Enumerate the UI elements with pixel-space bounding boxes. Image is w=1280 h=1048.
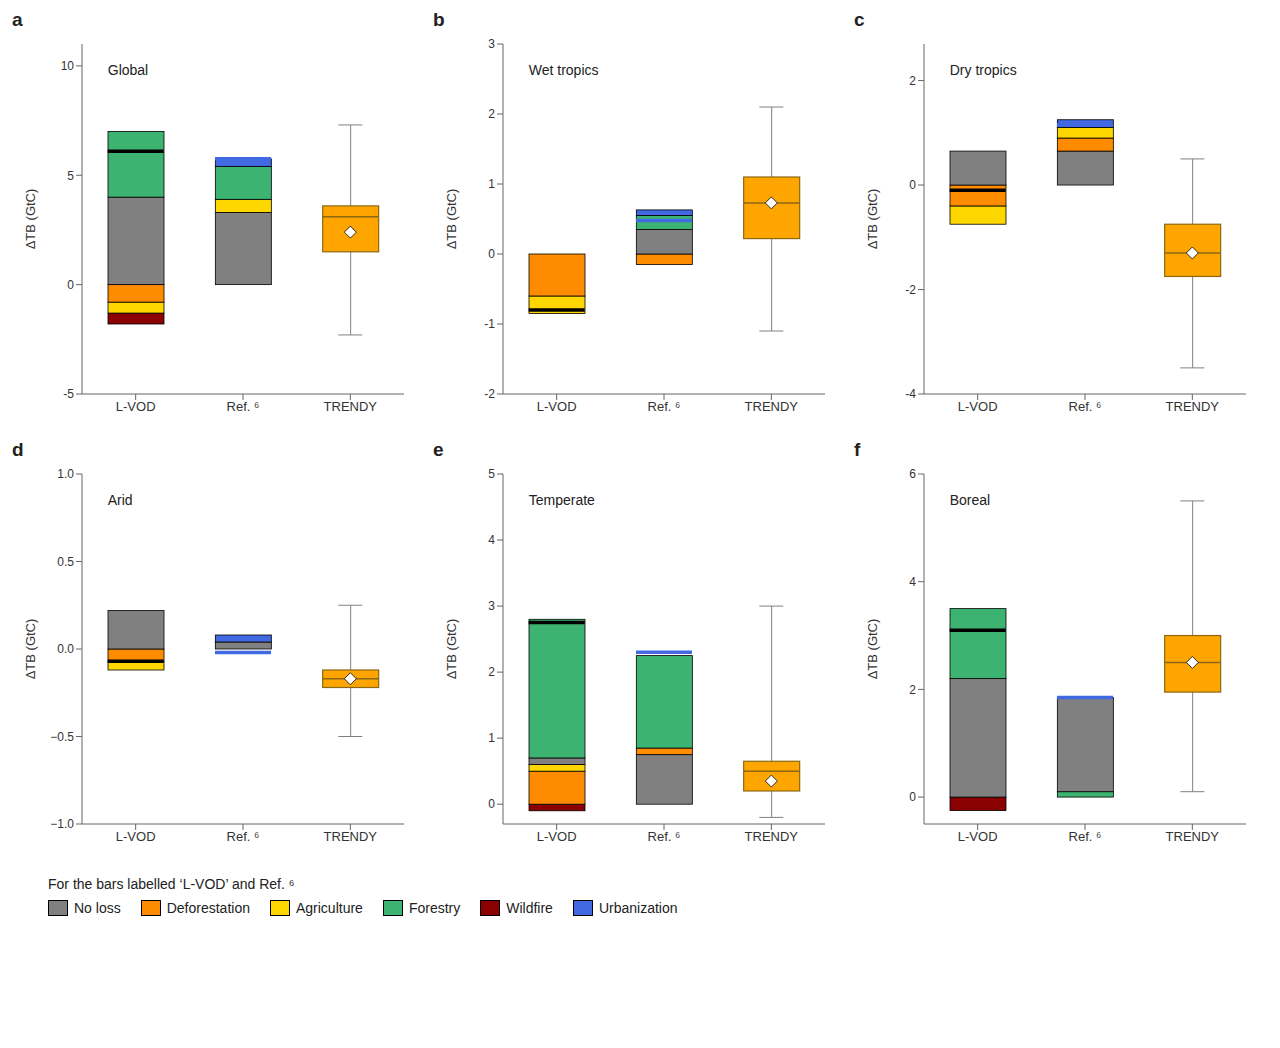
svg-text:-1: -1 <box>484 317 495 331</box>
svg-text:4: 4 <box>488 533 495 547</box>
svg-text:TRENDY: TRENDY <box>324 399 378 414</box>
html-text:Boreal: Boreal <box>949 491 991 508</box>
html-text:d: d <box>12 439 24 460</box>
html-text:Urbanization: Urbanization <box>598 900 678 916</box>
svg-text:2: 2 <box>909 683 916 697</box>
html-text:Wet tropics: Wet tropics <box>528 61 599 78</box>
svg-text:ΔTB (GtC): ΔTB (GtC) <box>865 189 880 250</box>
svg-text:6: 6 <box>909 467 916 481</box>
html-text:For the bars labelled ‘L-VOD’: For the bars labelled ‘L-VOD’ and Ref. ⁶ <box>48 876 295 892</box>
svg-text:-2: -2 <box>484 387 495 401</box>
svg-text:Ref. ⁶: Ref. ⁶ <box>648 399 681 414</box>
svg-text:0: 0 <box>67 278 74 292</box>
html-text:f: f <box>854 439 861 460</box>
svg-text:3: 3 <box>488 599 495 613</box>
html-text:No loss: No loss <box>74 900 121 916</box>
svg-text:4: 4 <box>909 575 916 589</box>
svg-text:0: 0 <box>909 790 916 804</box>
html-text:b: b <box>433 9 445 30</box>
svg-text:10: 10 <box>61 59 75 73</box>
svg-text:-5: -5 <box>63 387 74 401</box>
html-text:Arid: Arid <box>107 491 133 508</box>
svg-text:0: 0 <box>488 247 495 261</box>
html-text:Wildfire: Wildfire <box>506 900 553 916</box>
svg-text:2: 2 <box>909 74 916 88</box>
svg-text:L-VOD: L-VOD <box>958 829 998 844</box>
svg-text:Ref. ⁶: Ref. ⁶ <box>1069 829 1102 844</box>
svg-text:ΔTB (GtC): ΔTB (GtC) <box>444 619 459 680</box>
svg-text:5: 5 <box>488 467 495 481</box>
svg-text:0.5: 0.5 <box>57 555 74 569</box>
svg-text:0: 0 <box>909 178 916 192</box>
svg-text:-4: -4 <box>905 387 916 401</box>
svg-text:L-VOD: L-VOD <box>116 399 156 414</box>
html-text:a: a <box>12 9 23 30</box>
svg-text:TRENDY: TRENDY <box>1166 829 1220 844</box>
html-text:Forestry: Forestry <box>408 900 461 916</box>
svg-text:2: 2 <box>488 665 495 679</box>
svg-text:Ref. ⁶: Ref. ⁶ <box>227 829 260 844</box>
svg-text:1: 1 <box>488 177 495 191</box>
html-text:Dry tropics: Dry tropics <box>949 61 1017 78</box>
svg-text:L-VOD: L-VOD <box>537 399 577 414</box>
svg-text:TRENDY: TRENDY <box>324 829 378 844</box>
html-text:Global: Global <box>107 61 149 78</box>
svg-text:0.0: 0.0 <box>57 642 74 656</box>
html-text:c: c <box>854 9 865 30</box>
svg-text:L-VOD: L-VOD <box>537 829 577 844</box>
svg-text:ΔTB (GtC): ΔTB (GtC) <box>23 619 38 680</box>
svg-text:ΔTB (GtC): ΔTB (GtC) <box>865 619 880 680</box>
svg-text:TRENDY: TRENDY <box>745 399 799 414</box>
svg-text:−1.0: −1.0 <box>50 817 74 831</box>
svg-text:1.0: 1.0 <box>57 467 74 481</box>
svg-text:5: 5 <box>67 169 74 183</box>
svg-text:1: 1 <box>488 731 495 745</box>
svg-text:Ref. ⁶: Ref. ⁶ <box>227 399 260 414</box>
html-text:e: e <box>433 439 444 460</box>
html-text:Temperate: Temperate <box>528 491 595 508</box>
svg-text:ΔTB (GtC): ΔTB (GtC) <box>444 189 459 250</box>
svg-text:Ref. ⁶: Ref. ⁶ <box>1069 399 1102 414</box>
html-text:Agriculture: Agriculture <box>296 900 363 916</box>
svg-text:TRENDY: TRENDY <box>745 829 799 844</box>
svg-text:L-VOD: L-VOD <box>116 829 156 844</box>
svg-text:TRENDY: TRENDY <box>1166 399 1220 414</box>
svg-text:-2: -2 <box>905 283 916 297</box>
svg-text:Ref. ⁶: Ref. ⁶ <box>648 829 681 844</box>
svg-text:0: 0 <box>488 797 495 811</box>
svg-text:−0.5: −0.5 <box>50 730 74 744</box>
svg-text:2: 2 <box>488 107 495 121</box>
svg-text:L-VOD: L-VOD <box>958 399 998 414</box>
html-text:Deforestation: Deforestation <box>166 900 250 916</box>
svg-text:ΔTB (GtC): ΔTB (GtC) <box>23 189 38 250</box>
svg-text:3: 3 <box>488 37 495 51</box>
